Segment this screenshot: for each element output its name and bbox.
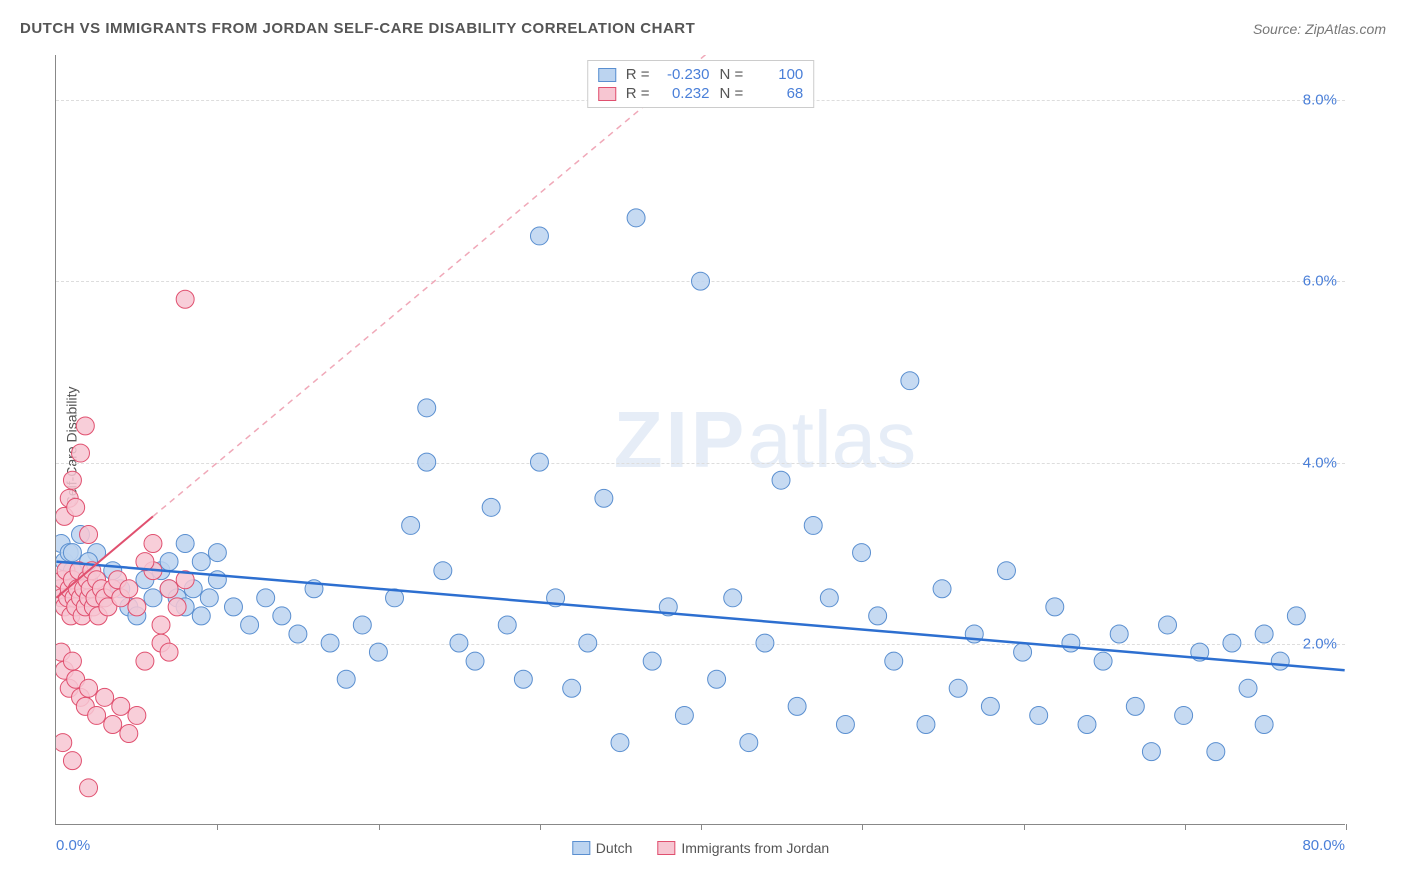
watermark-light: atlas (747, 395, 916, 484)
x-axis-min-label: 0.0% (56, 837, 90, 854)
y-tick-label: 8.0% (1303, 92, 1337, 109)
plot-area: ZIPatlas 2.0% 4.0% 6.0% 8.0% R = -0.230 N =… (55, 55, 1345, 825)
stats-r-label: R = (626, 85, 650, 102)
stats-r-value-dutch: -0.230 (660, 66, 710, 83)
y-tick-label: 4.0% (1303, 454, 1337, 471)
chart-title: DUTCH VS IMMIGRANTS FROM JORDAN SELF-CAR… (20, 20, 695, 37)
legend-label-jordan: Immigrants from Jordan (681, 840, 829, 856)
stats-n-label: N = (720, 66, 744, 83)
legend-item-dutch: Dutch (572, 840, 633, 856)
swatch-dutch (598, 68, 616, 82)
stats-row-dutch: R = -0.230 N = 100 (598, 65, 804, 84)
stats-row-jordan: R = 0.232 N = 68 (598, 84, 804, 103)
y-tick-label: 2.0% (1303, 635, 1337, 652)
watermark-bold: ZIP (614, 395, 747, 484)
chart-header: DUTCH VS IMMIGRANTS FROM JORDAN SELF-CAR… (20, 20, 1386, 37)
x-axis-max-label: 80.0% (1302, 837, 1345, 854)
stats-r-label: R = (626, 66, 650, 83)
stats-legend: R = -0.230 N = 100 R = 0.232 N = 68 (587, 60, 815, 108)
stats-n-value-dutch: 100 (753, 66, 803, 83)
legend-swatch-jordan (657, 841, 675, 855)
legend-swatch-dutch (572, 841, 590, 855)
stats-n-value-jordan: 68 (753, 85, 803, 102)
stats-r-value-jordan: 0.232 (660, 85, 710, 102)
bottom-legend: Dutch Immigrants from Jordan (572, 840, 829, 856)
chart-source: Source: ZipAtlas.com (1253, 21, 1386, 37)
legend-label-dutch: Dutch (596, 840, 633, 856)
swatch-jordan (598, 87, 616, 101)
y-tick-label: 6.0% (1303, 273, 1337, 290)
stats-n-label: N = (720, 85, 744, 102)
scatter-svg (56, 55, 1345, 824)
legend-item-jordan: Immigrants from Jordan (657, 840, 829, 856)
watermark: ZIPatlas (614, 394, 916, 486)
